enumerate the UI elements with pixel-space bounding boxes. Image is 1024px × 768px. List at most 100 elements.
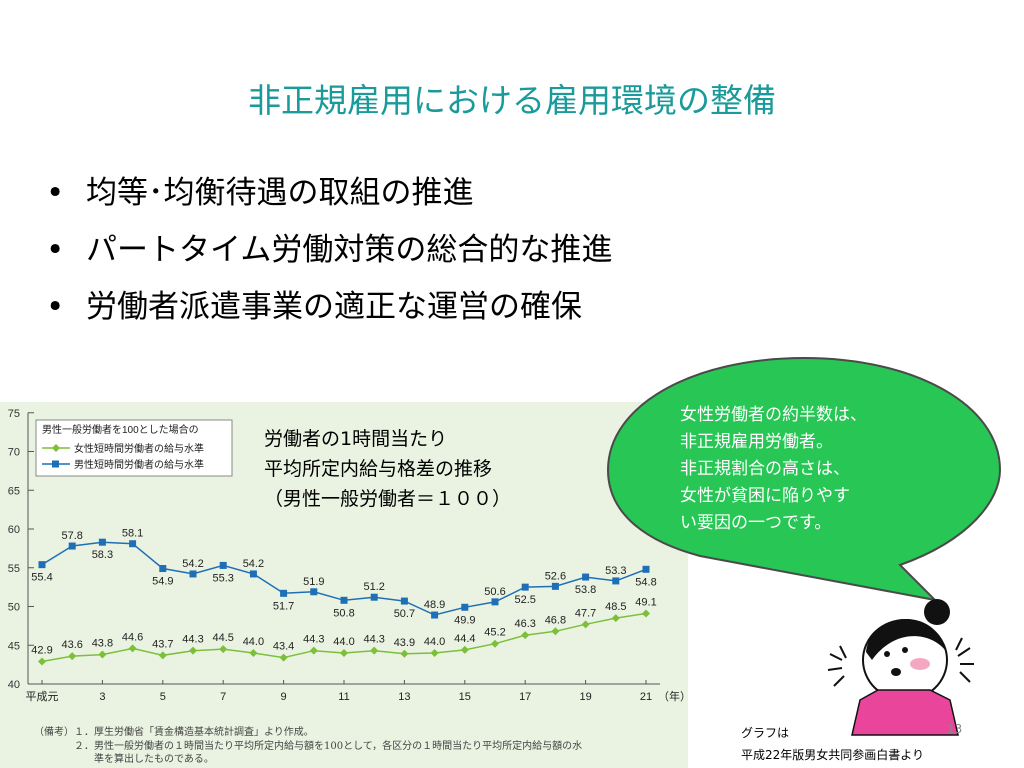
- data-label: 54.9: [152, 576, 173, 588]
- legend-title: 男性一般労働者を100とした場合の: [42, 423, 199, 436]
- bullet-item: • 均等･均衡待遇の取組の推進: [46, 165, 612, 222]
- data-label: 43.6: [61, 639, 82, 651]
- y-tick-label: 70: [8, 447, 20, 459]
- data-label: 45.2: [484, 627, 505, 639]
- data-label: 52.5: [514, 594, 535, 606]
- data-point: [279, 653, 288, 662]
- data-point: [370, 646, 379, 655]
- data-label: 51.2: [363, 581, 384, 593]
- data-label: 46.8: [545, 614, 566, 626]
- credit-line: グラフは: [741, 726, 790, 740]
- bullet-text: 労働者派遣事業の適正な運営の確保: [86, 289, 582, 325]
- data-point: [582, 573, 590, 581]
- data-label: 52.6: [545, 570, 566, 582]
- data-point: [158, 651, 167, 660]
- data-label: 49.9: [454, 614, 475, 626]
- bubble-line: 非正規割合の高さは、: [680, 459, 850, 479]
- data-label: 50.7: [394, 608, 415, 620]
- data-point: [430, 649, 439, 657]
- data-point: [249, 570, 257, 578]
- data-point: [249, 649, 258, 657]
- data-point: [98, 650, 107, 659]
- cartoon-woman: [827, 599, 974, 736]
- data-label: 44.0: [424, 636, 445, 648]
- data-point: [219, 561, 227, 569]
- x-tick-label: 3: [99, 691, 105, 703]
- data-label: 44.0: [243, 636, 264, 648]
- figure-note-line: 準を算出したものである。: [34, 754, 214, 765]
- bubble-line: 女性が貧困に陥りやす: [680, 486, 850, 506]
- bullet-text: パートタイム労働対策の総合的な推進: [86, 232, 613, 268]
- hair-bun-icon: [924, 599, 950, 625]
- slide-title: 非正規雇用における雇用環境の整備: [248, 81, 776, 120]
- data-label: 48.5: [605, 601, 626, 613]
- figure-notes: （備考）１．厚生労働省「賃金構造基本統計調査」より作成。 ２．男性一般労働者の１…: [34, 726, 582, 767]
- data-point: [38, 561, 46, 569]
- hand-icon: [827, 645, 847, 687]
- data-point: [642, 565, 650, 573]
- data-point: [159, 565, 167, 573]
- data-label: 51.9: [303, 576, 324, 588]
- data-label: 48.9: [424, 599, 445, 611]
- data-point: [129, 540, 137, 548]
- data-point: [38, 657, 46, 666]
- bubble-line: い要因の一つです。: [680, 513, 832, 533]
- data-label: 44.3: [363, 634, 384, 646]
- y-tick-label: 40: [8, 679, 20, 691]
- legend-label: 男性短時間労働者の給与水準: [74, 458, 204, 471]
- hair-icon: [866, 619, 945, 660]
- x-tick-label: 21: [640, 691, 652, 703]
- x-tick-label: 7: [220, 691, 226, 703]
- figure-title: 労働者の1時間当たり 平均所定内給与格差の推移 （男性一般労働者＝１００）: [264, 424, 511, 514]
- y-tick-label: 75: [8, 408, 20, 420]
- bubble-line: 非正規雇用労働者。: [680, 432, 833, 452]
- data-label: 43.7: [152, 638, 173, 650]
- data-point: [128, 644, 137, 653]
- data-point: [642, 609, 650, 618]
- data-point: [219, 645, 228, 654]
- data-point: [491, 639, 499, 648]
- data-point: [521, 631, 530, 640]
- data-label: 50.8: [333, 607, 354, 619]
- cheek-icon: [910, 658, 930, 670]
- figure-title-line: 労働者の1時間当たり: [264, 428, 448, 450]
- mouth-icon: [891, 668, 901, 676]
- data-label: 44.3: [303, 634, 324, 646]
- x-axis-unit: （年）: [658, 689, 691, 703]
- data-label: 44.6: [122, 631, 143, 643]
- bullet-dot: •: [46, 289, 65, 325]
- data-point: [491, 598, 499, 606]
- y-tick-label: 50: [8, 602, 20, 614]
- y-tick-label: 55: [8, 563, 20, 575]
- data-point: [400, 597, 408, 605]
- data-label: 51.7: [273, 600, 294, 612]
- data-label: 44.0: [333, 636, 354, 648]
- data-label: 47.7: [575, 607, 596, 619]
- bullet-item: • パートタイム労働対策の総合的な推進: [46, 222, 612, 279]
- data-label: 58.3: [92, 549, 113, 561]
- data-point: [581, 620, 590, 629]
- legend-marker: [52, 460, 59, 468]
- x-tick-label: 13: [398, 691, 410, 703]
- data-point: [612, 577, 620, 585]
- x-tick-label: 11: [338, 691, 349, 703]
- data-label: 57.8: [61, 530, 82, 542]
- data-point: [189, 646, 197, 655]
- legend-label: 女性短時間労働者の給与水準: [74, 442, 204, 455]
- data-label: 54.2: [182, 558, 203, 570]
- data-label: 44.3: [182, 634, 203, 646]
- data-point: [460, 645, 469, 654]
- x-tick-label: 平成元: [26, 690, 59, 703]
- x-tick-label: 9: [281, 691, 287, 703]
- legend-marker: [52, 444, 60, 452]
- y-tick-label: 45: [8, 640, 20, 652]
- sweater-icon: [851, 689, 959, 736]
- bubble-line: 女性労働者の約半数は、: [680, 405, 867, 425]
- data-point: [68, 652, 77, 661]
- y-tick-label: 60: [8, 524, 20, 536]
- x-tick-label: 19: [579, 691, 591, 703]
- data-point: [340, 649, 348, 657]
- figure-title-line: 平均所定内給与格差の推移: [264, 458, 493, 480]
- data-point: [431, 611, 439, 619]
